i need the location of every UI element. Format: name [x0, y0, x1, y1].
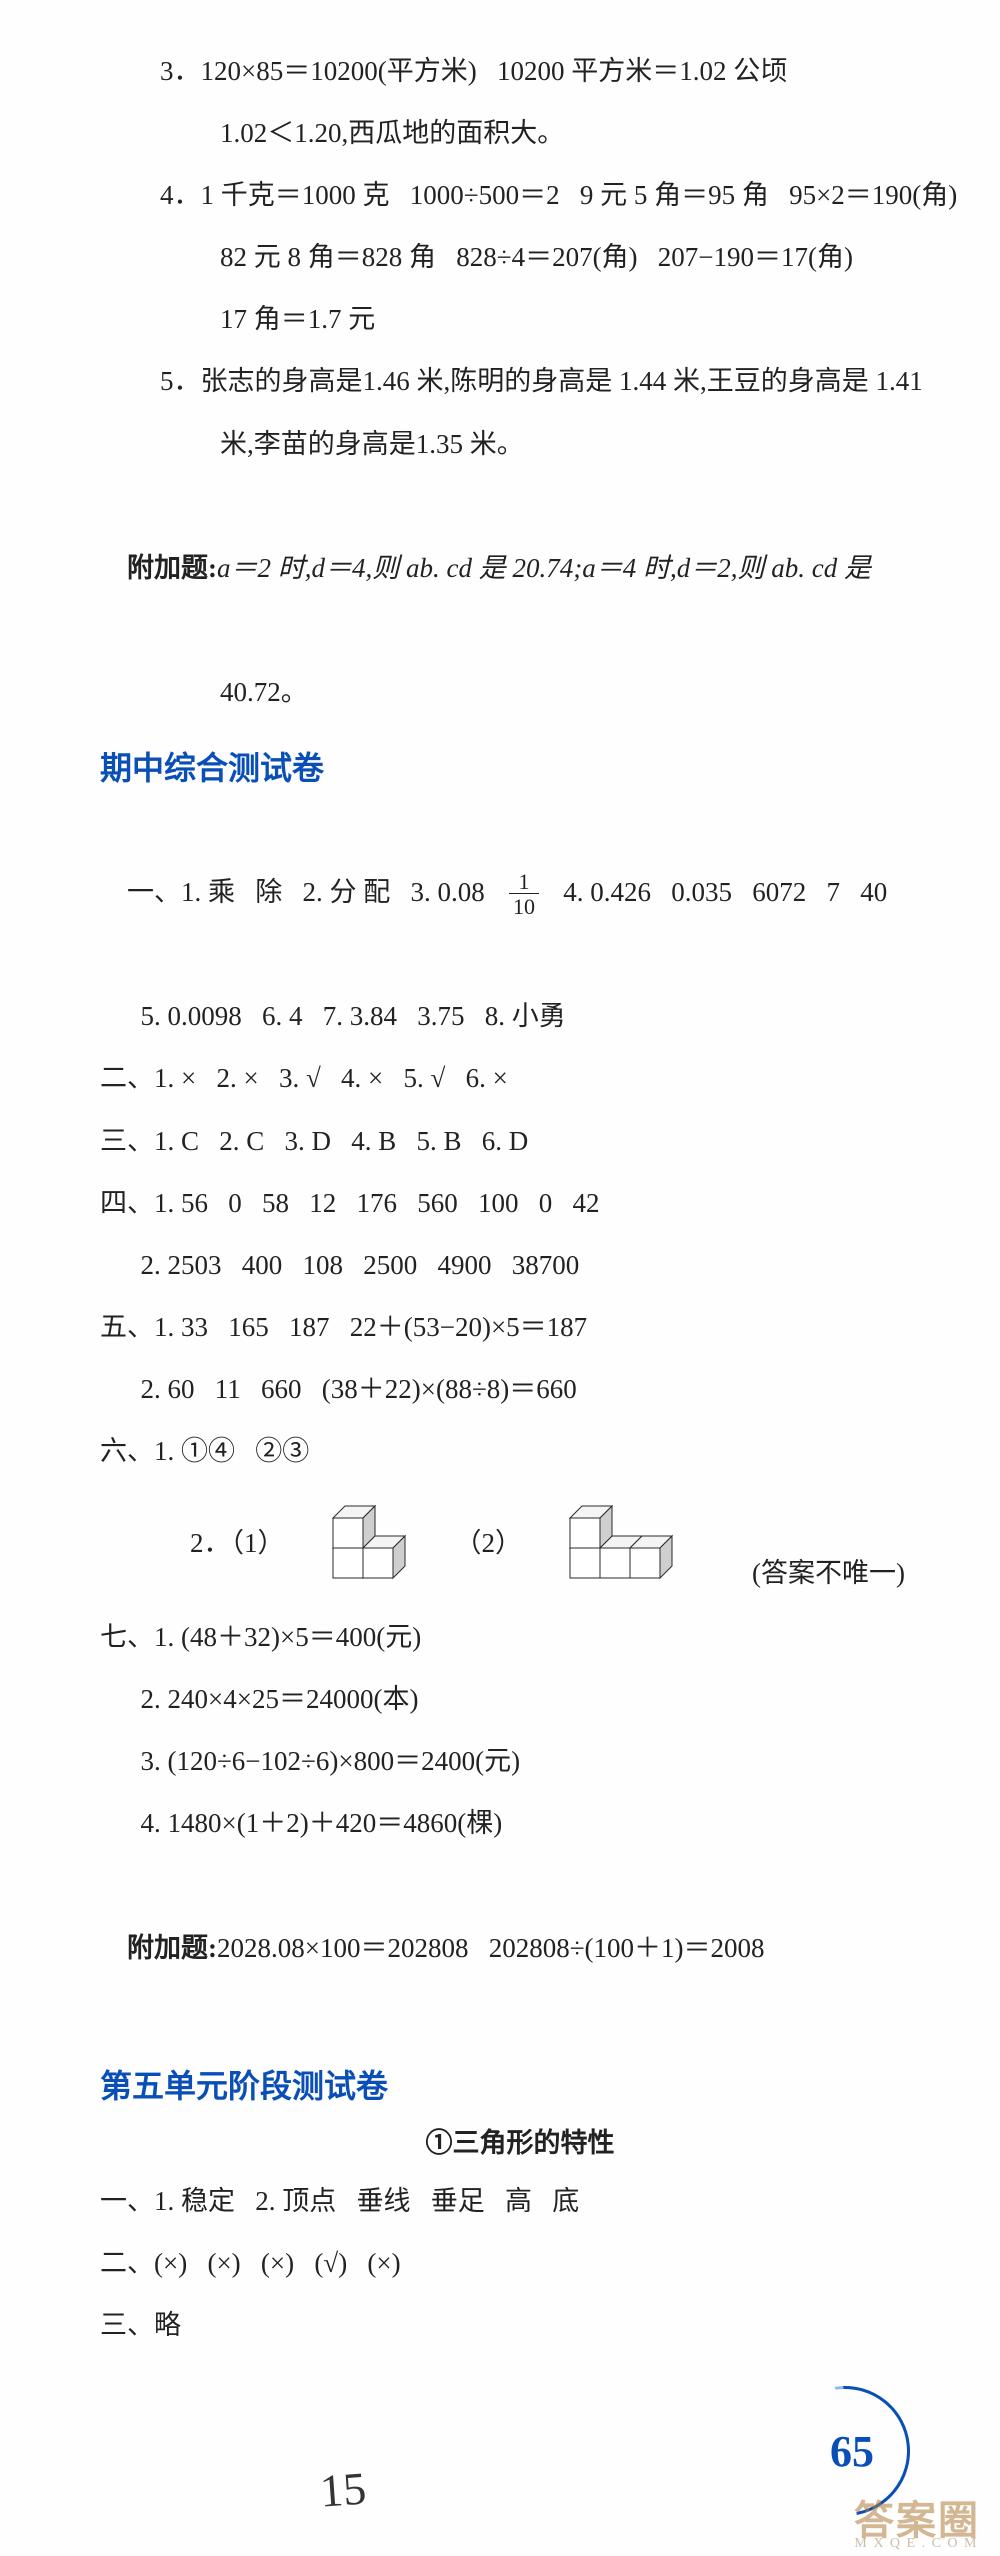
cube-answer-note: (答案不唯一): [752, 1551, 905, 1590]
prev-bonus-b: 40.72。: [100, 661, 940, 723]
prev-3a: 3．120×85＝10200(平方米) 10200 平方米＝1.02 公顷: [100, 40, 940, 102]
unit5-q2: 二、(×) (×) (×) (√) (×): [100, 2232, 940, 2294]
midterm-q4b: 2. 2503 400 108 2500 4900 38700: [100, 1234, 940, 1296]
prev-4c: 17 角＝1.7 元: [100, 288, 940, 350]
midterm-bonus-label: 附加题:: [127, 1933, 217, 1963]
page: 3．120×85＝10200(平方米) 10200 平方米＝1.02 公顷 1.…: [0, 0, 1000, 2556]
cube-shape-2: [552, 1490, 722, 1590]
midterm-q4a: 四、1. 56 0 58 12 176 560 100 0 42: [100, 1172, 940, 1234]
unit5-q3: 三、略: [100, 2294, 940, 2356]
prev-3b: 1.02＜1.20,西瓜地的面积大。: [100, 102, 940, 164]
midterm-bonus-line: 附加题:2028.08×100＝202808 202808÷(100＋1)＝20…: [100, 1854, 940, 2040]
prev-5a: 5．张志的身高是1.46 米,陈明的身高是 1.44 米,王豆的身高是 1.41: [100, 350, 940, 412]
midterm-title: 期中综合测试卷: [100, 743, 940, 789]
cube-label-1: 2．（1）: [190, 1521, 285, 1560]
midterm-q1: 一、1. 乘 除 2. 分 配 3. 0.08 110 4. 0.426 0.0…: [100, 799, 940, 985]
watermark-sub: M X Q E . C O M: [854, 2536, 978, 2552]
unit5-q1: 一、1. 稳定 2. 顶点 垂线 垂足 高 底: [100, 2170, 940, 2232]
prev-bonus-line: 附加题:a＝2 时,d＝4,则 ab. cd 是 20.74;a＝4 时,d＝2…: [100, 475, 940, 661]
midterm-q6a: 六、1. ①④ ②③: [100, 1420, 940, 1482]
midterm-q7c: 3. (120÷6−102÷6)×800＝2400(元): [100, 1730, 940, 1792]
unit5-sub: ①三角形的特性: [100, 2121, 940, 2160]
handwritten-mark: 15: [318, 2461, 368, 2517]
cube-shape-1: [315, 1490, 425, 1590]
prev-5b: 米,李苗的身高是1.35 米。: [100, 413, 940, 475]
midterm-q1b: 5. 0.0098 6. 4 7. 3.84 3.75 8. 小勇: [100, 985, 940, 1047]
midterm-q7b: 2. 240×4×25＝24000(本): [100, 1668, 940, 1730]
midterm-q7d: 4. 1480×(1＋2)＋420＝4860(棵): [100, 1792, 940, 1854]
midterm-q3: 三、1. C 2. C 3. D 4. B 5. B 6. D: [100, 1110, 940, 1172]
midterm-q5a: 五、1. 33 165 187 22＋(53−20)×5＝187: [100, 1296, 940, 1358]
midterm-q1-prefix: 一、1. 乘 除 2. 分 配 3. 0.08: [127, 877, 505, 907]
midterm-q2: 二、1. × 2. × 3. √ 4. × 5. √ 6. ×: [100, 1047, 940, 1109]
midterm-q5b: 2. 60 11 660 (38＋22)×(88÷8)＝660: [100, 1358, 940, 1420]
prev-bonus-label: 附加题:: [127, 553, 217, 583]
midterm-bonus: 2028.08×100＝202808 202808÷(100＋1)＝2008: [217, 1933, 765, 1963]
unit5-title: 第五单元阶段测试卷: [100, 2061, 940, 2107]
cube-label-2: （2）: [455, 1521, 523, 1560]
midterm-q7a: 七、1. (48＋32)×5＝400(元): [100, 1606, 940, 1668]
prev-4b: 82 元 8 角＝828 角 828÷4＝207(角) 207−190＝17(角…: [100, 226, 940, 288]
cube-diagram-row: 2．（1） （2）: [100, 1490, 940, 1590]
prev-bonus-a: a＝2 时,d＝4,则 ab. cd 是 20.74;a＝4 时,d＝2,则 a…: [217, 553, 871, 583]
midterm-q1-suffix: 4. 0.426 0.035 6072 7 40: [543, 877, 887, 907]
fraction-1-10: 110: [509, 871, 539, 918]
prev-4a: 4．1 千克＝1000 克 1000÷500＝2 9 元 5 角＝95 角 95…: [100, 164, 940, 226]
